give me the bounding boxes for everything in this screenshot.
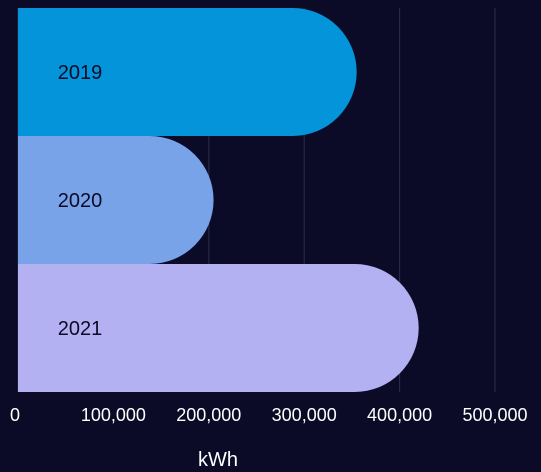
- x-tick-label: 100,000: [81, 405, 146, 425]
- bar-2021: [18, 264, 419, 392]
- x-tick-label: 400,000: [367, 405, 432, 425]
- x-tick-label: 200,000: [176, 405, 241, 425]
- x-axis-title: kWh: [198, 449, 238, 471]
- bar-2019: [18, 8, 357, 136]
- bars: 2019 2020 2021: [18, 8, 419, 392]
- bar-label-2021: 2021: [58, 318, 103, 340]
- bar-label-2019: 2019: [58, 62, 103, 84]
- bar-2020: [18, 136, 214, 264]
- x-tick-label: 500,000: [462, 405, 527, 425]
- x-tick-label: 0: [10, 405, 20, 425]
- x-axis-ticks: 0 100,000 200,000 300,000 400,000 500,000: [10, 405, 528, 425]
- x-tick-label: 300,000: [272, 405, 337, 425]
- bar-label-2020: 2020: [58, 190, 103, 212]
